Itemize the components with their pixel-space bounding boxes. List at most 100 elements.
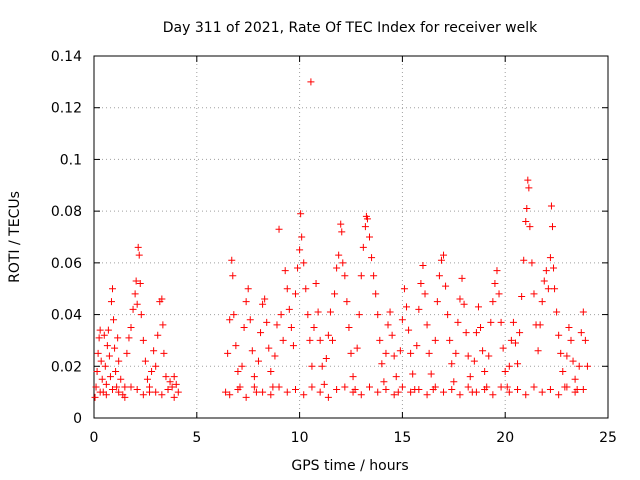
data-point-marker [170, 393, 178, 401]
data-point-marker [374, 311, 382, 319]
data-point-marker [154, 331, 162, 339]
data-point-marker [456, 391, 464, 399]
data-point-marker [152, 388, 160, 396]
data-point-marker [326, 308, 334, 316]
data-point-marker [550, 264, 558, 272]
data-point-marker [347, 349, 355, 357]
data-point-marker [491, 280, 499, 288]
data-point-marker [168, 383, 176, 391]
data-point-marker [150, 347, 158, 355]
data-point-marker [559, 367, 567, 375]
data-point-marker [376, 336, 384, 344]
data-point-marker [466, 373, 474, 381]
data-point-marker [267, 367, 275, 375]
data-point-marker [394, 388, 402, 396]
data-point-marker [269, 383, 277, 391]
data-point-marker [91, 393, 99, 401]
data-point-marker [95, 334, 103, 342]
data-point-marker [297, 210, 305, 218]
data-point-marker [524, 176, 532, 184]
data-point-marker [104, 326, 112, 334]
data-point-marker [435, 272, 443, 280]
data-point-marker [170, 373, 178, 381]
data-point-marker [442, 282, 450, 290]
data-point-marker [544, 285, 552, 293]
data-point-marker [135, 251, 143, 259]
data-point-marker [324, 393, 332, 401]
data-point-marker [563, 383, 571, 391]
data-point-marker [338, 228, 346, 236]
data-point-marker [419, 261, 427, 269]
data-point-marker [390, 352, 398, 360]
data-point-marker [261, 295, 269, 303]
data-point-marker [489, 391, 497, 399]
data-point-marker [421, 290, 429, 298]
data-point-marker [548, 223, 556, 231]
data-point-marker [571, 375, 579, 383]
data-point-marker [148, 367, 156, 375]
data-point-marker [497, 318, 505, 326]
data-point-marker [125, 334, 133, 342]
data-point-marker [577, 329, 585, 337]
data-point-marker [528, 259, 536, 267]
y-tick-label: 0.14 [51, 49, 82, 65]
data-point-marker [121, 383, 129, 391]
data-point-marker [366, 383, 374, 391]
data-point-marker [553, 308, 561, 316]
data-point-marker [341, 272, 349, 280]
data-point-marker [234, 367, 242, 375]
data-point-marker [565, 324, 573, 331]
data-point-marker [158, 295, 166, 303]
data-point-marker [579, 386, 587, 394]
data-point-marker [472, 388, 480, 396]
data-point-marker [271, 352, 279, 360]
data-point-marker [361, 223, 369, 231]
data-point-marker [263, 318, 271, 326]
data-point-marker [523, 205, 531, 213]
data-point-marker [450, 378, 458, 386]
data-point-marker [557, 349, 565, 357]
data-point-marker [117, 375, 125, 383]
axis-ticks [93, 55, 609, 419]
data-point-marker [489, 298, 497, 306]
data-point-marker [115, 388, 123, 396]
data-point-marker [464, 352, 472, 360]
data-point-marker [283, 388, 291, 396]
data-point-marker [96, 326, 104, 334]
data-point-marker [259, 300, 267, 308]
data-point-marker [522, 217, 530, 225]
data-point-marker [318, 362, 326, 370]
data-point-marker [307, 78, 315, 86]
data-point-marker [310, 324, 318, 331]
data-point-marker [555, 331, 563, 339]
data-point-marker [413, 342, 421, 350]
data-point-marker [132, 277, 140, 285]
data-point-marker [143, 375, 151, 383]
data-point-marker [333, 386, 341, 394]
data-point-marker [551, 285, 559, 293]
data-point-marker [425, 349, 433, 357]
data-point-marker [366, 233, 374, 241]
data-point-marker [93, 367, 101, 375]
data-point-marker [448, 386, 456, 394]
data-point-marker [495, 290, 503, 298]
data-point-marker [499, 344, 507, 352]
data-point-marker [291, 386, 299, 394]
data-point-marker [405, 326, 413, 334]
data-point-marker [279, 336, 287, 344]
data-point-marker [427, 370, 435, 378]
data-point-marker [240, 324, 248, 331]
data-point-marker [400, 285, 408, 293]
data-point-marker [224, 349, 232, 357]
data-point-marker [583, 362, 591, 370]
data-point-marker [398, 316, 406, 324]
data-point-marker [133, 386, 141, 394]
data-point-marker [320, 380, 328, 388]
data-point-marker [569, 357, 577, 365]
data-point-marker [363, 215, 371, 223]
data-point-marker [431, 383, 439, 391]
data-point-marker [230, 311, 238, 319]
grid-lines [94, 56, 608, 418]
data-point-marker [127, 324, 135, 331]
data-point-marker [308, 362, 316, 370]
